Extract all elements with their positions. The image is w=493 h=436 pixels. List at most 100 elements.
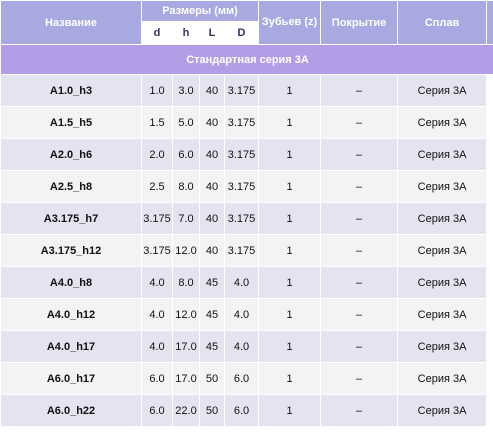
cell-teeth: 1	[259, 267, 321, 298]
product-name: A3.175_h7	[1, 203, 141, 234]
row-edge	[487, 107, 493, 138]
cell-alloy: Серия 3А	[398, 75, 487, 106]
cell-l: 50	[200, 363, 224, 394]
row-edge	[487, 139, 493, 170]
product-name: A2.5_h8	[1, 171, 141, 202]
product-name: A4.0_h12	[1, 299, 141, 330]
product-name: A4.0_h17	[1, 331, 141, 362]
cell-d: 4.0	[142, 267, 172, 298]
series-title-row: Стандартная серия 3А	[1, 45, 493, 74]
cell-h: 5.0	[173, 107, 199, 138]
row-edge	[487, 363, 493, 394]
product-name: A2.0_h6	[1, 139, 141, 170]
cell-alloy: Серия 3А	[398, 171, 487, 202]
cell-big-d: 3.175	[225, 75, 259, 106]
cell-teeth: 1	[259, 363, 321, 394]
header-row: Название Размеры (мм) Зубьев (z) Покрыти…	[1, 1, 493, 44]
row-edge	[487, 75, 493, 106]
cell-d: 3.175	[142, 203, 172, 234]
table-row: A1.0_h3 1.0 3.0 40 3.175 1– Серия 3А	[1, 75, 493, 106]
table-row: A6.0_h22 6.0 22.0 50 6.0 1– Серия 3А	[1, 395, 493, 426]
cell-alloy: Серия 3А	[398, 107, 487, 138]
series-title: Стандартная серия 3А	[1, 45, 493, 74]
cell-coating: –	[321, 107, 398, 138]
cell-coating: –	[321, 139, 398, 170]
row-edge	[487, 171, 493, 202]
product-name: A1.0_h3	[1, 75, 141, 106]
cell-h: 8.0	[173, 171, 199, 202]
product-spec-table: Название Размеры (мм) Зубьев (z) Покрыти…	[0, 0, 493, 427]
cell-coating: –	[321, 395, 398, 426]
row-edge	[487, 235, 493, 266]
cell-d: 3.175	[142, 235, 172, 266]
cell-big-d: 4.0	[225, 331, 259, 362]
cell-alloy: Серия 3А	[398, 203, 487, 234]
cell-teeth: 1	[259, 107, 321, 138]
cell-h: 22.0	[173, 395, 199, 426]
col-header-l: L	[200, 22, 224, 44]
cell-alloy: Серия 3А	[398, 139, 487, 170]
cell-h: 17.0	[173, 363, 199, 394]
table-row: A2.0_h6 2.0 6.0 40 3.175 1– Серия 3А	[1, 139, 493, 170]
col-header-alloy: Сплав	[398, 1, 487, 44]
product-name: A6.0_h22	[1, 395, 141, 426]
cell-h: 7.0	[173, 203, 199, 234]
cell-coating: –	[321, 363, 398, 394]
cell-big-d: 4.0	[225, 299, 259, 330]
table-row: A3.175_h7 3.175 7.0 40 3.175 1– Серия 3А	[1, 203, 493, 234]
cell-d: 4.0	[142, 299, 172, 330]
cell-coating: –	[321, 299, 398, 330]
cell-l: 45	[200, 331, 224, 362]
cell-alloy: Серия 3А	[398, 363, 487, 394]
col-header-name: Название	[1, 1, 141, 44]
cell-coating: –	[321, 331, 398, 362]
cell-d: 1.5	[142, 107, 172, 138]
cell-h: 17.0	[173, 331, 199, 362]
cell-teeth: 1	[259, 395, 321, 426]
col-header-dimensions: Размеры (мм)	[142, 1, 259, 21]
col-header-coating: Покрытие	[321, 1, 398, 44]
table-row: A4.0_h8 4.0 8.0 45 4.0 1– Серия 3А	[1, 267, 493, 298]
table-row: A4.0_h17 4.0 17.0 45 4.0 1– Серия 3А	[1, 331, 493, 362]
table-row: A4.0_h12 4.0 12.0 45 4.0 1– Серия 3А	[1, 299, 493, 330]
cell-alloy: Серия 3А	[398, 235, 487, 266]
table-row: A6.0_h17 6.0 17.0 50 6.0 1– Серия 3А	[1, 363, 493, 394]
cell-l: 40	[200, 75, 224, 106]
cell-l: 40	[200, 235, 224, 266]
cell-teeth: 1	[259, 75, 321, 106]
row-edge	[487, 395, 493, 426]
cell-teeth: 1	[259, 139, 321, 170]
subheader-row: d h L D	[1, 22, 493, 44]
cell-h: 8.0	[173, 267, 199, 298]
cell-alloy: Серия 3А	[398, 395, 487, 426]
cell-big-d: 6.0	[225, 363, 259, 394]
cell-l: 40	[200, 139, 224, 170]
product-name: A1.5_h5	[1, 107, 141, 138]
table-row: A1.5_h5 1.5 5.0 40 3.175 1– Серия 3А	[1, 107, 493, 138]
row-edge	[487, 203, 493, 234]
cell-coating: –	[321, 203, 398, 234]
cell-l: 40	[200, 107, 224, 138]
cell-coating: –	[321, 267, 398, 298]
col-header-big-d: D	[225, 22, 259, 44]
cell-coating: –	[321, 171, 398, 202]
cell-teeth: 1	[259, 331, 321, 362]
cell-big-d: 3.175	[225, 107, 259, 138]
cell-h: 6.0	[173, 139, 199, 170]
col-header-d: d	[142, 22, 172, 44]
cell-d: 2.0	[142, 139, 172, 170]
cell-big-d: 6.0	[225, 395, 259, 426]
cell-h: 12.0	[173, 235, 199, 266]
cell-l: 40	[200, 171, 224, 202]
cell-d: 6.0	[142, 395, 172, 426]
cell-big-d: 4.0	[225, 267, 259, 298]
cell-d: 6.0	[142, 363, 172, 394]
cell-h: 3.0	[173, 75, 199, 106]
cell-teeth: 1	[259, 235, 321, 266]
cell-l: 40	[200, 203, 224, 234]
col-header-extra	[487, 1, 493, 44]
table-row: A3.175_h12 3.175 12.0 40 3.175 1– Серия 3А	[1, 235, 493, 266]
cell-teeth: 1	[259, 171, 321, 202]
cell-big-d: 3.175	[225, 203, 259, 234]
row-edge	[487, 267, 493, 298]
